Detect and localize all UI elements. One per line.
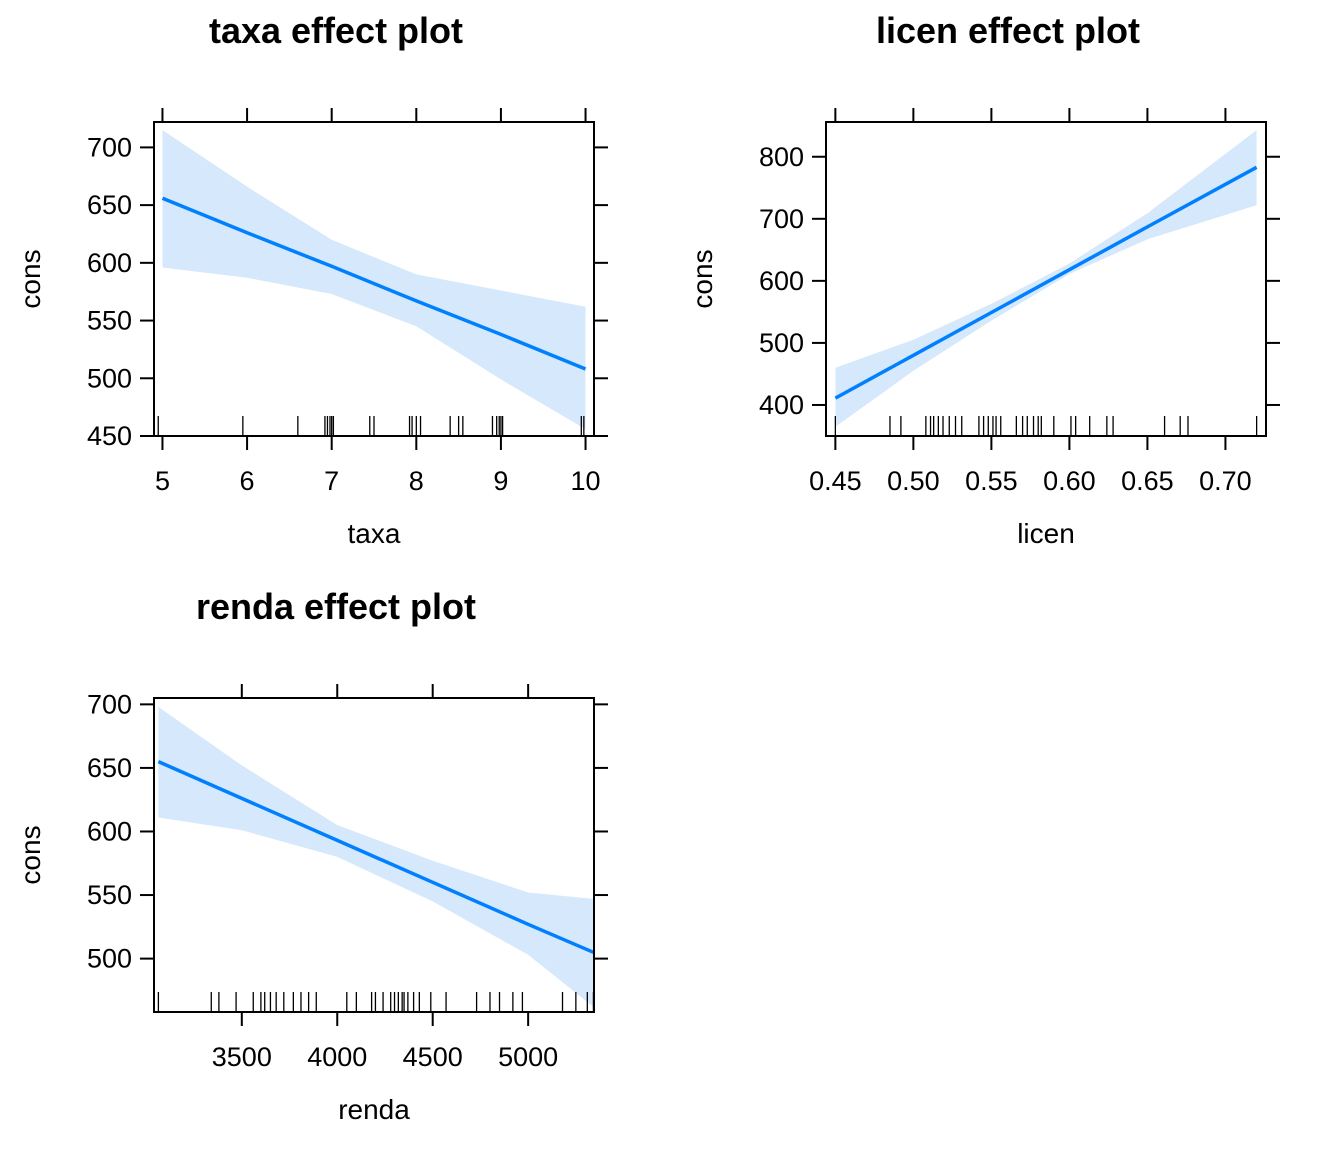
fitted-line [161,196,587,371]
fitted-line [157,759,595,954]
x-tick-label: 10 [571,466,601,496]
x-tick-label: 8 [409,466,424,496]
x-tick-label: 5 [155,466,170,496]
y-tick-label: 400 [759,390,804,420]
x-tick-label: 9 [493,466,508,496]
y-tick-label: 550 [87,306,132,336]
x-tick-label: 4500 [403,1042,463,1072]
x-tick-label: 4000 [307,1042,367,1072]
y-tick-label: 600 [759,266,804,296]
y-tick-label: 650 [87,753,132,783]
y-tick-label: 600 [87,816,132,846]
plot-area: 0.45 0.50 0.55 0.60 0.65 0.70 400 500 600 700 800 [759,108,1280,496]
plot-area: 3500 4000 4500 5000 500 550 600 650 700 [87,684,608,1072]
x-tick-label: 0.60 [1043,466,1096,496]
panel-renda: renda effect plot renda cons 3500 4000 450… [15,586,608,1125]
confidence-band [162,130,586,430]
y-tick-label: 700 [87,132,132,162]
y-tick-label: 700 [759,204,804,234]
x-tick-label: 0.55 [965,466,1018,496]
y-tick-label: 500 [759,328,804,358]
confidence-band [835,130,1257,427]
y-tick-label: 500 [87,944,132,974]
y-tick-label: 550 [87,880,132,910]
x-tick-label: 0.50 [887,466,940,496]
x-tick-label: 0.45 [809,466,862,496]
y-axis-title: cons [687,249,718,308]
plot-frame [153,121,595,437]
x-axis-title: renda [338,1094,410,1125]
y-tick-label: 600 [87,248,132,278]
x-tick-label: 0.70 [1199,466,1252,496]
y-axis-title: cons [15,825,46,884]
x-tick-label: 7 [324,466,339,496]
y-tick-label: 700 [87,689,132,719]
y-axis-title: cons [15,249,46,308]
x-tick-label: 3500 [212,1042,272,1072]
x-tick-label: 5000 [498,1042,558,1072]
plot-area: 5 6 7 8 9 10 450 500 550 600 650 700 [87,108,608,496]
plot-frame [825,121,1267,437]
x-tick-label: 0.65 [1121,466,1174,496]
x-axis-title: licen [1017,518,1075,549]
plot-frame [153,697,595,1013]
x-tick-label: 6 [240,466,255,496]
y-tick-label: 650 [87,190,132,220]
y-tick-label: 450 [87,421,132,451]
x-axis-title: taxa [348,518,401,549]
panel-licen: licen effect plot licen cons 0.45 0.50 0.5… [687,10,1280,549]
panel-title: licen effect plot [876,10,1140,51]
panel-title: renda effect plot [196,586,476,627]
fitted-line [834,165,1258,400]
panel-taxa: taxa effect plot taxa cons 5 6 7 8 9 10 450 500… [15,10,608,549]
y-tick-label: 800 [759,142,804,172]
y-tick-label: 500 [87,363,132,393]
panel-title: taxa effect plot [209,10,463,51]
